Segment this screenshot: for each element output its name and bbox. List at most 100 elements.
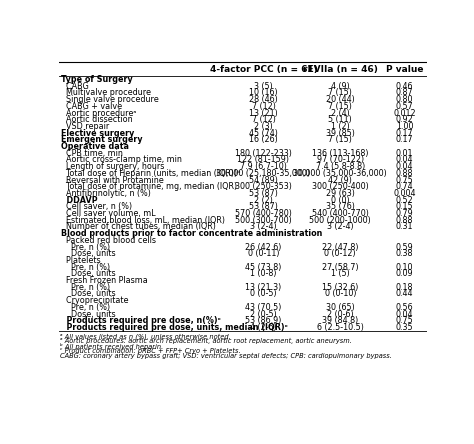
- Text: 26 (42.6): 26 (42.6): [246, 242, 282, 252]
- Text: 570 (400-780): 570 (400-780): [235, 209, 292, 218]
- Text: Aortic cross-clamp time, min: Aortic cross-clamp time, min: [61, 155, 182, 164]
- Text: 0.46: 0.46: [396, 82, 413, 91]
- Text: CABG: CABG: [61, 82, 89, 91]
- Text: ᵇ All patients received heparin.: ᵇ All patients received heparin.: [60, 343, 164, 350]
- Text: Cell saver volume, mL: Cell saver volume, mL: [61, 209, 156, 218]
- Text: 0.09: 0.09: [396, 270, 413, 278]
- Text: 300 (250-353): 300 (250-353): [235, 182, 292, 191]
- Text: 45 (73.8): 45 (73.8): [246, 263, 282, 272]
- Text: 0.38: 0.38: [396, 249, 413, 258]
- Text: rFVIIa (n = 46): rFVIIa (n = 46): [303, 64, 378, 74]
- Text: 500 (200-1000): 500 (200-1000): [310, 216, 371, 225]
- Text: Number of chest tubes, median (IQR): Number of chest tubes, median (IQR): [61, 222, 216, 231]
- Text: 7 (15): 7 (15): [328, 102, 352, 111]
- Text: Pre, n (%): Pre, n (%): [61, 283, 110, 292]
- Text: 22 (47.8): 22 (47.8): [322, 242, 358, 252]
- Text: 3 (5): 3 (5): [254, 82, 273, 91]
- Text: 0.04: 0.04: [396, 162, 413, 171]
- Text: 0.80: 0.80: [396, 95, 413, 104]
- Text: 0 (0): 0 (0): [331, 196, 350, 205]
- Text: 0.012: 0.012: [393, 108, 416, 118]
- Text: 0.75: 0.75: [396, 316, 413, 325]
- Text: 0.75: 0.75: [396, 175, 413, 185]
- Text: 10 (16): 10 (16): [249, 88, 278, 97]
- Text: 2 (2): 2 (2): [254, 196, 273, 205]
- Text: 20 (44): 20 (44): [326, 95, 355, 104]
- Text: Pre, n (%): Pre, n (%): [61, 242, 110, 252]
- Text: Pre, n (%): Pre, n (%): [61, 303, 110, 312]
- Text: 0.56: 0.56: [396, 303, 413, 312]
- Text: 53 (86.9): 53 (86.9): [246, 316, 282, 325]
- Text: 0.59: 0.59: [396, 242, 413, 252]
- Text: 0.15: 0.15: [396, 202, 413, 211]
- Text: 0.35: 0.35: [396, 323, 413, 332]
- Text: 500 (300-700): 500 (300-700): [235, 216, 292, 225]
- Text: 5 (11): 5 (11): [328, 115, 352, 124]
- Text: Emergent surgery: Emergent surgery: [61, 135, 143, 144]
- Text: Dose, units: Dose, units: [61, 270, 116, 278]
- Text: 0.04: 0.04: [396, 309, 413, 318]
- Text: 0.18: 0.18: [396, 283, 413, 292]
- Text: Dose, units: Dose, units: [61, 289, 116, 298]
- Text: 43 (70.5): 43 (70.5): [246, 303, 282, 312]
- Text: 0.004: 0.004: [393, 189, 416, 198]
- Text: 0.10: 0.10: [396, 263, 413, 272]
- Text: 136 (113-168): 136 (113-168): [312, 149, 368, 158]
- Text: DDAVP: DDAVP: [61, 196, 98, 205]
- Text: 180 (122-233): 180 (122-233): [235, 149, 292, 158]
- Text: 300 (250-400): 300 (250-400): [312, 182, 369, 191]
- Text: 2 (0-5): 2 (0-5): [250, 309, 277, 318]
- Text: Reversal with Protamine: Reversal with Protamine: [61, 175, 164, 185]
- Text: 7 (15): 7 (15): [328, 135, 352, 144]
- Text: CABG: coronary artery bypass graft; VSD: ventricular septal defects; CPB: cardio: CABG: coronary artery bypass graft; VSD:…: [60, 353, 392, 359]
- Text: Platelets: Platelets: [61, 256, 100, 265]
- Text: Products required pre dose, n(%)ᶜ: Products required pre dose, n(%)ᶜ: [61, 316, 221, 325]
- Text: 7 (12): 7 (12): [252, 102, 275, 111]
- Text: 540 (400-770): 540 (400-770): [312, 209, 369, 218]
- Text: 7 (12): 7 (12): [252, 115, 275, 124]
- Text: 0.88: 0.88: [396, 169, 413, 178]
- Text: 30,000 (35,000-36,000): 30,000 (35,000-36,000): [293, 169, 387, 178]
- Text: 0.92: 0.92: [396, 115, 413, 124]
- Text: 1.00: 1.00: [396, 122, 413, 131]
- Text: 0.52: 0.52: [396, 196, 413, 205]
- Text: 29 (63): 29 (63): [326, 189, 355, 198]
- Text: VSD repair: VSD repair: [61, 122, 109, 131]
- Text: 0 (0-12): 0 (0-12): [325, 249, 356, 258]
- Text: Type of Surgery: Type of Surgery: [61, 75, 133, 84]
- Text: CABG + valve: CABG + valve: [61, 102, 122, 111]
- Text: Dose, units: Dose, units: [61, 249, 116, 258]
- Text: Single valve procedure: Single valve procedure: [61, 95, 159, 104]
- Text: 0.88: 0.88: [396, 216, 413, 225]
- Text: 0 (0-10): 0 (0-10): [325, 289, 356, 298]
- Text: Total dose of Heparin (units, median (IQR))ᵇ: Total dose of Heparin (units, median (IQ…: [61, 169, 241, 178]
- Text: 13 (21.3): 13 (21.3): [246, 283, 282, 292]
- Text: 39 (84.8): 39 (84.8): [322, 316, 358, 325]
- Text: 0.87: 0.87: [396, 88, 413, 97]
- Text: 0 (0-5): 0 (0-5): [250, 289, 277, 298]
- Text: 28 (46): 28 (46): [249, 95, 278, 104]
- Text: 45 (74): 45 (74): [249, 129, 278, 138]
- Text: Aortic dissection: Aortic dissection: [61, 115, 133, 124]
- Text: 39 (85): 39 (85): [326, 129, 355, 138]
- Text: 0.04: 0.04: [396, 155, 413, 164]
- Text: 7.4 (5.8-8.8): 7.4 (5.8-8.8): [316, 162, 365, 171]
- Text: ᵃ Aortic procedures: aortic arch replacement, aortic root replacement, aortic an: ᵃ Aortic procedures: aortic arch replace…: [60, 338, 352, 345]
- Text: 0.01: 0.01: [396, 149, 413, 158]
- Text: 0.79: 0.79: [396, 209, 413, 218]
- Text: 2 (4): 2 (4): [331, 108, 350, 118]
- Text: Estimated blood loss, mL, median (IQR): Estimated blood loss, mL, median (IQR): [61, 216, 225, 225]
- Text: 122 (81-159): 122 (81-159): [237, 155, 290, 164]
- Text: 0.74: 0.74: [396, 182, 413, 191]
- Text: 7.9 (6.7-10): 7.9 (6.7-10): [240, 162, 287, 171]
- Text: 6 (2.5-10.5): 6 (2.5-10.5): [317, 323, 364, 332]
- Text: ᶜ Product combination: pRBC + FFP+ Cryo + Platelets.: ᶜ Product combination: pRBC + FFP+ Cryo …: [60, 348, 241, 354]
- Text: 2 (3): 2 (3): [254, 122, 273, 131]
- Text: 7 (15): 7 (15): [328, 88, 352, 97]
- Text: Products required pre dose, units, median (IQR)ᶜ: Products required pre dose, units, media…: [61, 323, 288, 332]
- Text: CPB time, min: CPB time, min: [61, 149, 123, 158]
- Text: 0.44: 0.44: [396, 289, 413, 298]
- Text: 0.17: 0.17: [396, 135, 413, 144]
- Text: Length of surgery, hours: Length of surgery, hours: [61, 162, 164, 171]
- Text: Elective surgery: Elective surgery: [61, 129, 135, 138]
